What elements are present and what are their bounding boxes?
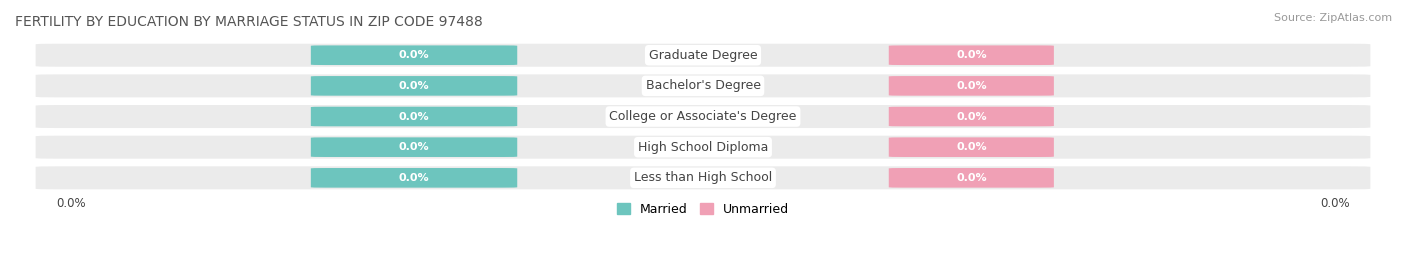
FancyBboxPatch shape xyxy=(889,168,1054,188)
Text: 0.0%: 0.0% xyxy=(956,81,987,91)
FancyBboxPatch shape xyxy=(311,45,517,65)
FancyBboxPatch shape xyxy=(311,76,517,96)
Text: 0.0%: 0.0% xyxy=(956,112,987,122)
Text: 0.0%: 0.0% xyxy=(399,50,429,60)
FancyBboxPatch shape xyxy=(311,168,517,188)
FancyBboxPatch shape xyxy=(35,105,1371,128)
FancyBboxPatch shape xyxy=(889,107,1054,126)
Text: 0.0%: 0.0% xyxy=(956,173,987,183)
Legend: Married, Unmarried: Married, Unmarried xyxy=(612,198,794,221)
Text: College or Associate's Degree: College or Associate's Degree xyxy=(609,110,797,123)
Text: Bachelor's Degree: Bachelor's Degree xyxy=(645,79,761,92)
Text: 0.0%: 0.0% xyxy=(399,81,429,91)
FancyBboxPatch shape xyxy=(889,45,1054,65)
Text: 0.0%: 0.0% xyxy=(399,112,429,122)
Text: 0.0%: 0.0% xyxy=(399,142,429,152)
Text: 0.0%: 0.0% xyxy=(956,50,987,60)
Text: High School Diploma: High School Diploma xyxy=(638,141,768,154)
Text: 0.0%: 0.0% xyxy=(1320,197,1350,210)
Text: Source: ZipAtlas.com: Source: ZipAtlas.com xyxy=(1274,13,1392,23)
FancyBboxPatch shape xyxy=(35,166,1371,189)
Text: FERTILITY BY EDUCATION BY MARRIAGE STATUS IN ZIP CODE 97488: FERTILITY BY EDUCATION BY MARRIAGE STATU… xyxy=(15,15,482,29)
FancyBboxPatch shape xyxy=(889,137,1054,157)
FancyBboxPatch shape xyxy=(889,76,1054,96)
Text: Less than High School: Less than High School xyxy=(634,171,772,184)
FancyBboxPatch shape xyxy=(35,44,1371,67)
Text: 0.0%: 0.0% xyxy=(56,197,86,210)
FancyBboxPatch shape xyxy=(35,136,1371,159)
FancyBboxPatch shape xyxy=(311,137,517,157)
Text: 0.0%: 0.0% xyxy=(956,142,987,152)
Text: 0.0%: 0.0% xyxy=(399,173,429,183)
FancyBboxPatch shape xyxy=(311,107,517,126)
Text: Graduate Degree: Graduate Degree xyxy=(648,49,758,62)
FancyBboxPatch shape xyxy=(35,74,1371,97)
